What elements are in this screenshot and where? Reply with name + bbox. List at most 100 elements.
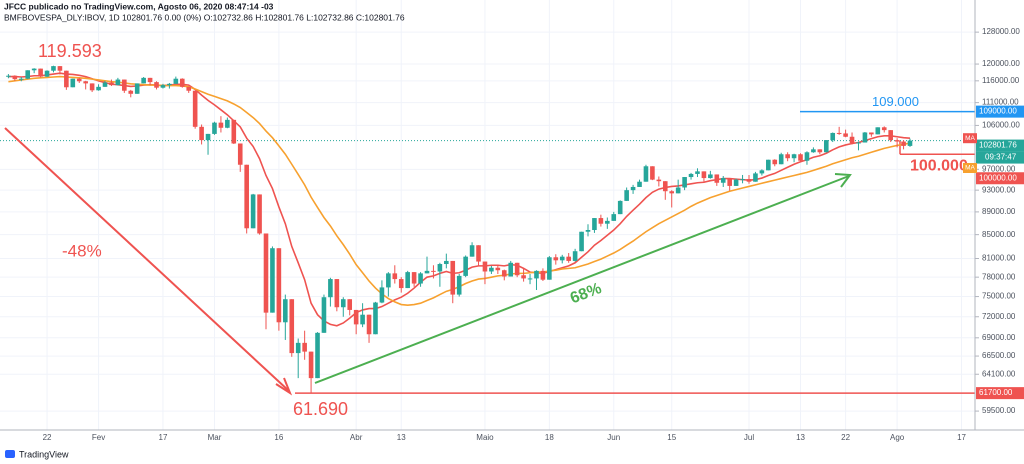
y-tick-label: 128000.00 [982, 27, 1020, 36]
candle-body [547, 257, 552, 280]
candle-body [521, 275, 526, 279]
candle-body [817, 149, 823, 153]
candle-body [540, 270, 546, 280]
candle-body [115, 79, 121, 86]
x-tick-label: 16 [274, 433, 283, 442]
candle-body [31, 68, 37, 71]
candle-body [733, 179, 739, 186]
candle-body [823, 140, 829, 153]
candle-body [295, 342, 301, 354]
publisher: JFCC publicado no TradingView.com, Agost… [4, 1, 274, 11]
candle-body [514, 262, 520, 276]
candle-body [611, 214, 617, 221]
candle-body [283, 299, 288, 323]
candle-body [907, 140, 913, 146]
candle-body [212, 122, 217, 134]
candle-body [154, 82, 159, 88]
candle-body [617, 200, 623, 215]
candle-body [205, 133, 211, 141]
candle-body [766, 159, 771, 171]
ma-tag-label: MA [965, 165, 975, 172]
candle-body [244, 164, 249, 229]
candle-body [411, 272, 417, 284]
candle-body [656, 179, 662, 182]
candle-body [250, 194, 256, 229]
candle-body [340, 299, 346, 308]
logo [5, 450, 15, 458]
candle-body [237, 143, 243, 165]
x-tick-label: Mar [208, 433, 222, 442]
y-tick-label: 66500.00 [982, 351, 1016, 360]
candle-body [308, 351, 314, 379]
x-tick-label: 17 [957, 433, 966, 442]
levels: 109.000 100.000 [0, 94, 975, 394]
candle-body [328, 279, 333, 298]
y-tick-label: 116000.00 [982, 76, 1020, 85]
candle-body [379, 287, 385, 303]
x-tick-label: 22 [43, 433, 52, 442]
candle-body [89, 83, 95, 91]
x-tick-label: Maio [476, 433, 494, 442]
candle-body [373, 302, 378, 335]
candle-body [424, 270, 430, 274]
candle-body [225, 119, 230, 128]
candle-body [38, 68, 43, 77]
level-text: 100.000 [910, 157, 968, 174]
candle-body [598, 218, 604, 224]
candle-body [173, 78, 179, 84]
candle-body [179, 78, 185, 87]
candle-body [675, 187, 681, 194]
candle-body [592, 218, 597, 231]
level-tag [976, 387, 1024, 400]
candle-body [44, 70, 50, 77]
candle-body [469, 245, 475, 257]
candle-body [708, 174, 713, 179]
candle-body [798, 154, 803, 161]
y-tick-label: 93000.00 [982, 185, 1016, 194]
down-arrow [4, 127, 290, 392]
candle-body [559, 256, 565, 261]
candle-body [392, 273, 398, 280]
candle-body [862, 132, 868, 143]
candle-body [398, 279, 404, 289]
candle-body [566, 256, 571, 261]
candle-body [624, 190, 629, 201]
candle-body [437, 264, 443, 272]
candle-body [527, 278, 533, 280]
annotations: 119.593 -48% 61.690 68% [38, 41, 604, 419]
candle-body [508, 262, 514, 277]
candle-body [605, 220, 610, 224]
candle-body [572, 251, 578, 261]
down-arrow-head [275, 377, 293, 396]
candle-body [553, 257, 559, 261]
candle-body [482, 261, 488, 272]
candle-body [881, 127, 887, 131]
candle-body [366, 314, 372, 335]
candle-body [57, 66, 63, 71]
logo-icon [5, 450, 15, 458]
level-tag [976, 105, 1024, 118]
candle-body [218, 122, 224, 128]
brand: TradingView [19, 449, 69, 459]
candle-body [849, 136, 855, 144]
candle-body [579, 231, 584, 252]
candle-body [791, 154, 797, 159]
candle-body [386, 273, 391, 288]
last-time-tag [976, 151, 1024, 164]
candle-body [463, 256, 468, 276]
candle-body [353, 309, 359, 325]
candle-body [701, 171, 707, 179]
y-tick-label: 120000.00 [982, 59, 1020, 68]
y-tick-label: 81000.00 [982, 254, 1016, 263]
candle-body [6, 75, 11, 77]
symbol-line: BMFBOVESPA_DLY:IBOV, 1D 102801.76 0.00 (… [4, 12, 405, 22]
candle-body [276, 248, 282, 323]
candle-body [637, 181, 642, 187]
candle-body [682, 177, 687, 188]
y-tick-label: 59500.00 [982, 406, 1016, 415]
candle-body [720, 178, 726, 183]
candle-body [199, 126, 204, 141]
candle-body [534, 270, 539, 279]
y-tick-label: 75000.00 [982, 292, 1016, 301]
